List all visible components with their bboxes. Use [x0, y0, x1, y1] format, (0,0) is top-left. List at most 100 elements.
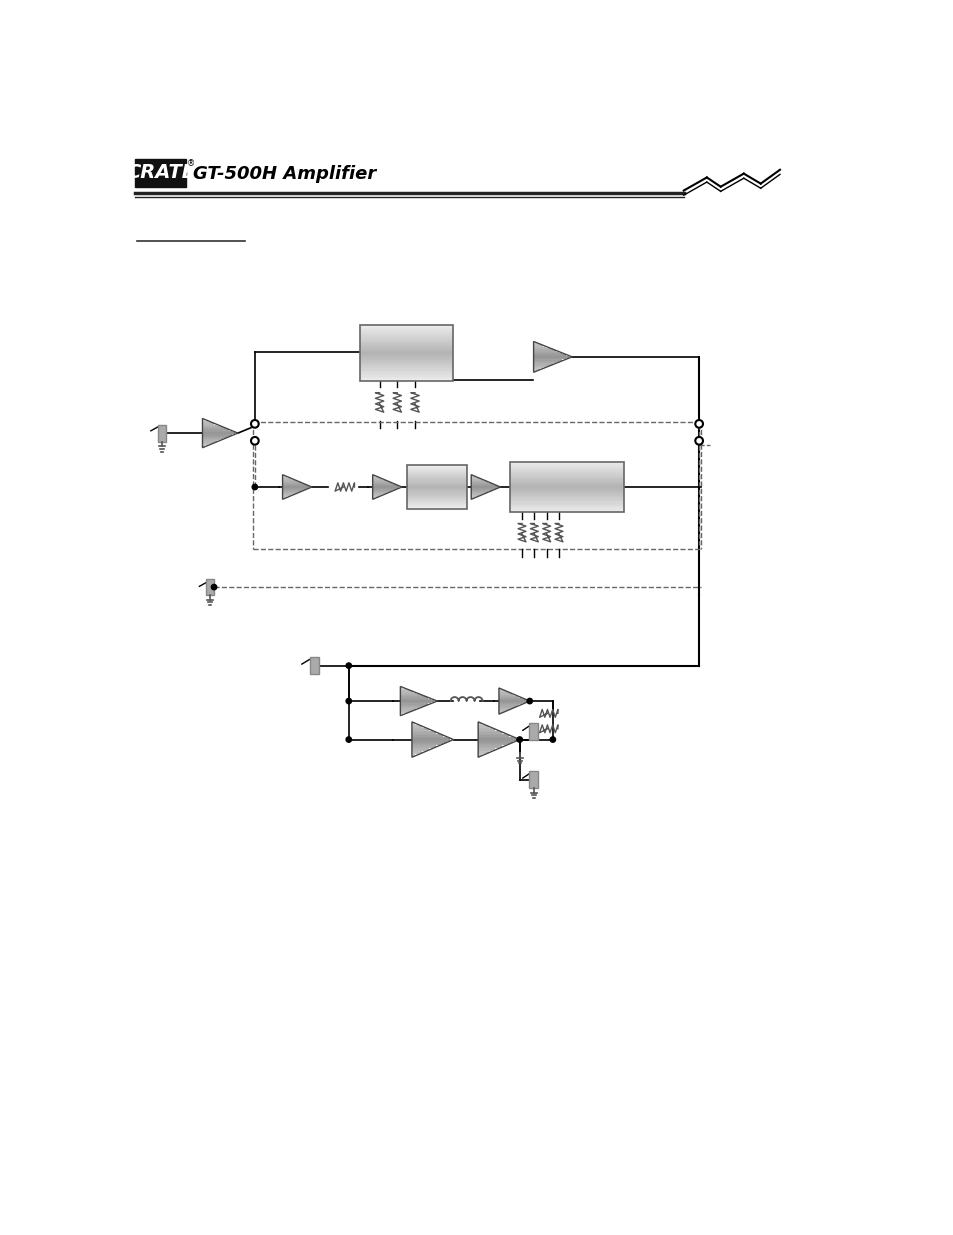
- Bar: [360, 351, 453, 352]
- Bar: [533, 362, 556, 363]
- Bar: [510, 474, 624, 475]
- Bar: [360, 370, 453, 373]
- Bar: [412, 731, 433, 732]
- Bar: [510, 493, 624, 495]
- Bar: [360, 331, 453, 332]
- Bar: [360, 327, 453, 329]
- Bar: [510, 500, 624, 501]
- Bar: [477, 753, 484, 755]
- Bar: [510, 510, 624, 511]
- Bar: [477, 750, 492, 751]
- Circle shape: [252, 484, 257, 490]
- Bar: [360, 325, 453, 327]
- Bar: [477, 748, 495, 750]
- Bar: [360, 375, 453, 377]
- Circle shape: [695, 437, 702, 445]
- Bar: [477, 743, 505, 746]
- Bar: [510, 462, 624, 513]
- Bar: [477, 727, 492, 729]
- Bar: [533, 346, 542, 347]
- Bar: [360, 335, 453, 336]
- Bar: [533, 359, 562, 361]
- Bar: [360, 369, 453, 370]
- Bar: [477, 755, 481, 756]
- Bar: [412, 742, 442, 743]
- Bar: [510, 475, 624, 477]
- Bar: [510, 495, 624, 496]
- Bar: [360, 341, 453, 342]
- Bar: [360, 362, 453, 363]
- Bar: [412, 729, 429, 731]
- Bar: [412, 743, 439, 746]
- Bar: [360, 338, 453, 340]
- Bar: [309, 657, 318, 674]
- Bar: [477, 731, 498, 732]
- Bar: [360, 366, 453, 367]
- Bar: [510, 473, 624, 474]
- Bar: [533, 361, 558, 362]
- Bar: [477, 735, 509, 736]
- Bar: [533, 348, 549, 350]
- Bar: [360, 373, 453, 374]
- Bar: [477, 742, 509, 743]
- Bar: [412, 732, 436, 734]
- Bar: [477, 740, 516, 741]
- Bar: [360, 359, 453, 362]
- Bar: [510, 462, 624, 463]
- Bar: [360, 325, 453, 380]
- Text: CRATE: CRATE: [126, 163, 194, 183]
- Bar: [510, 496, 624, 498]
- Bar: [510, 484, 624, 485]
- Bar: [533, 343, 537, 345]
- Bar: [510, 478, 624, 479]
- Bar: [412, 724, 415, 725]
- Bar: [510, 487, 624, 488]
- Bar: [510, 501, 624, 503]
- Bar: [360, 364, 453, 366]
- Bar: [510, 504, 624, 505]
- Bar: [360, 329, 453, 330]
- Circle shape: [346, 698, 351, 704]
- Bar: [477, 746, 502, 747]
- Bar: [360, 330, 453, 331]
- Bar: [510, 482, 624, 483]
- Bar: [510, 506, 624, 508]
- Bar: [412, 726, 422, 727]
- Bar: [510, 509, 624, 510]
- Bar: [533, 367, 542, 368]
- Bar: [412, 734, 439, 735]
- Bar: [360, 336, 453, 338]
- Bar: [510, 499, 624, 500]
- Bar: [412, 725, 418, 726]
- Bar: [360, 352, 453, 353]
- Bar: [360, 377, 453, 378]
- Bar: [412, 751, 422, 753]
- Bar: [533, 356, 568, 357]
- Bar: [157, 425, 166, 442]
- Text: GT-500H Amplifier: GT-500H Amplifier: [193, 164, 376, 183]
- Bar: [533, 357, 568, 358]
- Circle shape: [346, 737, 351, 742]
- Bar: [533, 353, 562, 354]
- Bar: [360, 353, 453, 354]
- Circle shape: [550, 737, 555, 742]
- Bar: [510, 469, 624, 471]
- Bar: [360, 356, 453, 357]
- Bar: [510, 472, 624, 473]
- Bar: [510, 467, 624, 468]
- Bar: [360, 343, 453, 345]
- Bar: [510, 483, 624, 484]
- Bar: [360, 348, 453, 351]
- Bar: [533, 350, 552, 351]
- Bar: [360, 332, 453, 333]
- Bar: [412, 727, 425, 729]
- Bar: [533, 347, 546, 348]
- Bar: [510, 463, 624, 464]
- Bar: [360, 340, 453, 341]
- Bar: [412, 747, 433, 748]
- Circle shape: [212, 584, 216, 590]
- Bar: [510, 464, 624, 466]
- Bar: [360, 333, 453, 335]
- Bar: [510, 503, 624, 504]
- Bar: [477, 734, 505, 735]
